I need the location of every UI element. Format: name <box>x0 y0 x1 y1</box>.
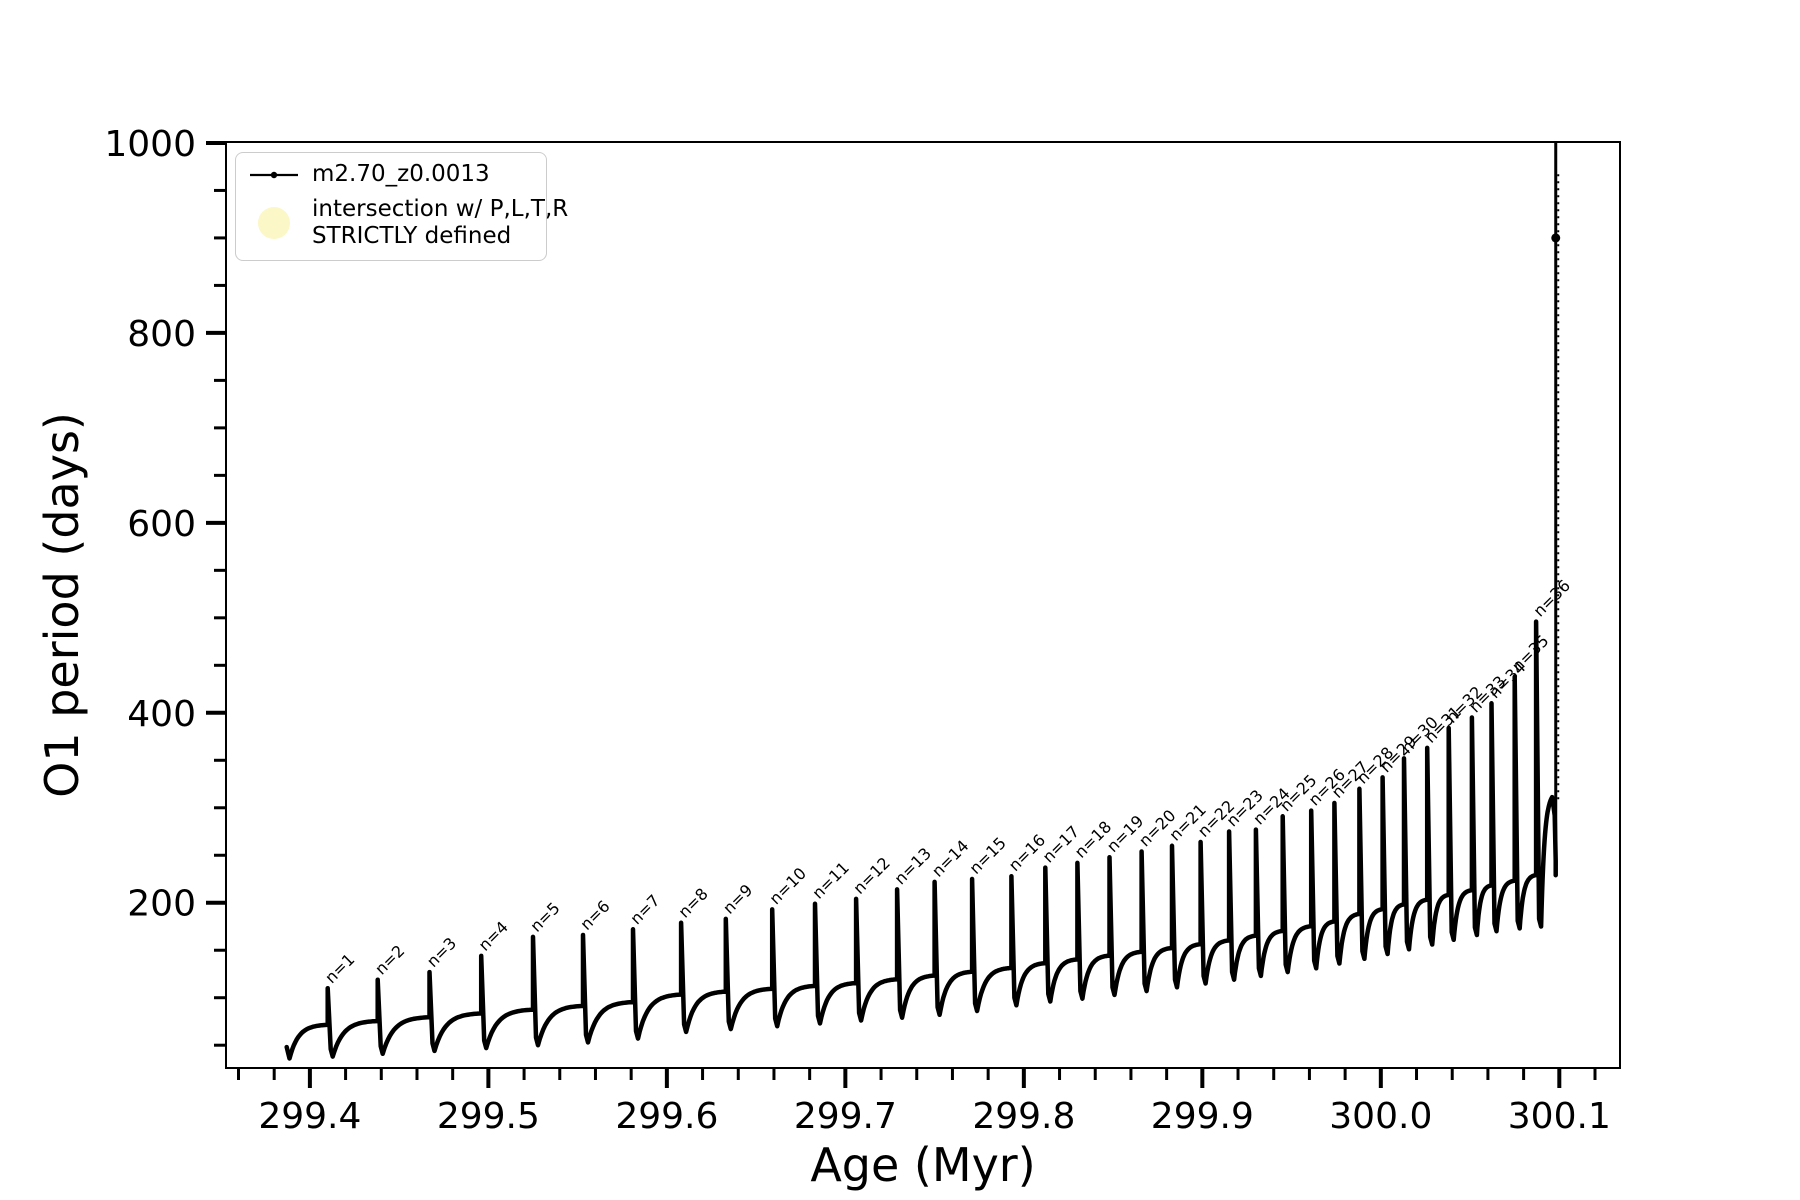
x-tick-label: 299.6 <box>615 1096 718 1137</box>
legend-intersection-line1: intersection w/ P,L,T,R <box>312 196 569 222</box>
x-tick-label: 300.0 <box>1329 1096 1432 1137</box>
x-tick-label: 299.7 <box>794 1096 897 1137</box>
legend-intersection-line2: STRICTLY defined <box>312 223 512 249</box>
legend-series-label: m2.70_z0.0013 <box>312 161 490 187</box>
x-tick-label: 300.1 <box>1508 1096 1611 1137</box>
y-tick-label: 200 <box>127 884 196 925</box>
x-axis-label: Age (Myr) <box>810 1138 1036 1192</box>
x-tick-label: 299.4 <box>258 1096 361 1137</box>
legend: m2.70_z0.0013 intersection w/ P,L,T,R ST… <box>235 152 568 261</box>
y-tick-label: 800 <box>127 314 196 355</box>
y-tick-label: 400 <box>127 694 196 735</box>
y-axis-label: O1 period (days) <box>35 412 89 798</box>
line-dot-marker-icon <box>248 169 300 181</box>
legend-intersection-label: intersection w/ P,L,T,R STRICTLY defined <box>312 196 568 250</box>
x-tick-label: 299.8 <box>972 1096 1075 1137</box>
legend-item-intersection: intersection w/ P,L,T,R STRICTLY defined <box>248 196 568 250</box>
axis-ticks: 299.4 299.5 299.6 299.7 299.8 299.9 300.0 300.1… <box>104 124 1610 1137</box>
y-tick-label: 1000 <box>104 124 196 165</box>
intersection-dot-marker-icon <box>248 204 300 242</box>
x-tick-label: 299.5 <box>437 1096 540 1137</box>
runaway-blob <box>1551 233 1561 243</box>
y-tick-label: 600 <box>127 504 196 545</box>
legend-item-series: m2.70_z0.0013 <box>248 161 536 188</box>
plot-area <box>225 141 1621 1069</box>
data-curve <box>284 619 1558 1061</box>
x-tick-label: 299.9 <box>1151 1096 1254 1137</box>
